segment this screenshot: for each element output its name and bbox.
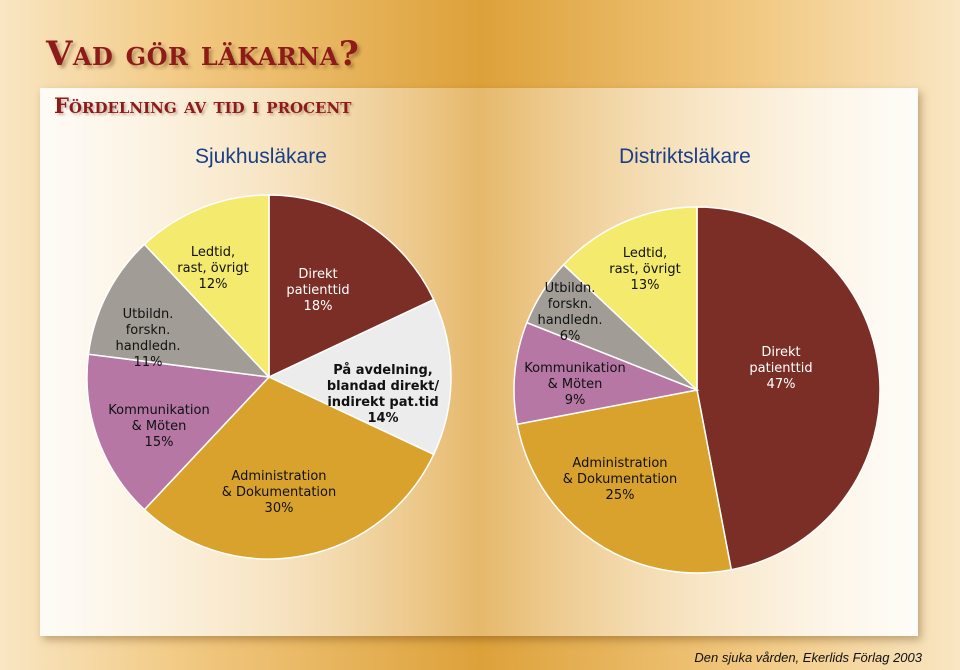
page-subtitle: Fördelning av tid i procent bbox=[54, 93, 352, 118]
pie-slice-sjukhuslakare-kommunikation-moten bbox=[86, 353, 271, 511]
slice-label-distriktslakare-administration-dokumentation: Administration & Dokumentation 25% bbox=[563, 456, 677, 503]
slice-label-sjukhuslakare-utbildn-forskn-handledn: Utbildn. forskn. handledn. 11% bbox=[116, 307, 181, 370]
pie-slice-sjukhuslakare-administration-dokumentation bbox=[143, 376, 435, 560]
slice-label-sjukhuslakare-pa-avdelning-blandad-direkt-indirekt-pat-tid: På avdelning, blandad direkt/indirekt pat… bbox=[327, 363, 440, 426]
slice-label-sjukhuslakare-direkt-patienttid: Direkt patienttid 18% bbox=[286, 267, 349, 314]
slice-label-distriktslakare-ledtid-rast-ovrigt: Ledtid, rast, övrigt 13% bbox=[609, 246, 680, 293]
pie-slice-distriktslakare-kommunikation-moten bbox=[513, 321, 700, 426]
page-title: Vad gör läkarna? bbox=[46, 34, 360, 74]
slice-label-sjukhuslakare-administration-dokumentation: Administration & Dokumentation 30% bbox=[222, 469, 336, 516]
pie-slice-sjukhuslakare-ledtid-rast-ovrigt bbox=[143, 194, 270, 379]
slice-label-sjukhuslakare-ledtid-rast-ovrigt: Ledtid, rast, övrigt 12% bbox=[177, 245, 248, 292]
pie-slice-distriktslakare-ledtid-rast-ovrigt bbox=[562, 206, 698, 392]
chart-title-sjukhuslakare: Sjukhusläkare bbox=[195, 145, 327, 168]
pie-slice-sjukhuslakare-direkt-patienttid bbox=[268, 194, 435, 379]
pie-slice-distriktslakare-administration-dokumentation bbox=[516, 389, 733, 574]
chart-title-distriktslakare: Distriktsläkare bbox=[619, 145, 751, 168]
slice-label-distriktslakare-utbildn-forskn-handledn: Utbildn. forskn. handledn. 6% bbox=[538, 281, 603, 344]
slice-label-distriktslakare-kommunikation-moten: Kommunikation & Möten 9% bbox=[524, 361, 625, 408]
source-caption: Den sjuka vården, Ekerlids Förlag 2003 bbox=[694, 650, 922, 665]
pie-slice-distriktslakare-direkt-patienttid bbox=[696, 206, 881, 571]
slice-label-distriktslakare-direkt-patienttid: Direkt patienttid 47% bbox=[749, 345, 812, 392]
slice-label-sjukhuslakare-kommunikation-moten: Kommunikation & Möten 15% bbox=[108, 403, 209, 450]
pie-slice-sjukhuslakare-utbildn-forskn-handledn bbox=[87, 243, 271, 379]
pie-slice-sjukhuslakare-pa-avdelning-blandad-direkt-indirekt-pat-tid bbox=[267, 298, 452, 456]
